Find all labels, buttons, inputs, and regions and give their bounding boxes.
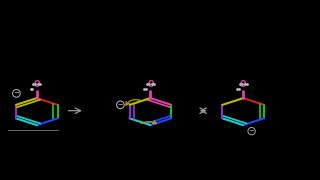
FancyArrowPatch shape xyxy=(126,100,140,105)
Text: O: O xyxy=(240,80,246,89)
Text: −: − xyxy=(117,102,123,108)
Text: −: − xyxy=(13,90,19,96)
Text: O: O xyxy=(34,80,40,89)
FancyArrowPatch shape xyxy=(141,121,156,124)
Text: O: O xyxy=(147,80,154,89)
Text: −: − xyxy=(249,128,254,134)
